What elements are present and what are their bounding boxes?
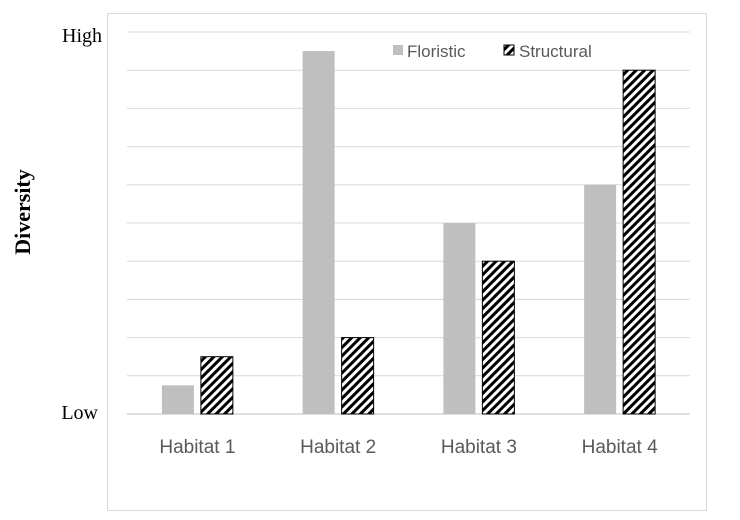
bar-structural-1 xyxy=(200,356,234,415)
y-axis-label: Diversity xyxy=(10,169,35,255)
legend: Floristic Structural xyxy=(393,42,592,61)
bar-floristic-4 xyxy=(584,184,617,414)
bar-structural-4 xyxy=(622,69,656,415)
x-tick-labels: Habitat 1 Habitat 2 Habitat 3 Habitat 4 xyxy=(159,437,658,458)
x-tick-label: Habitat 4 xyxy=(582,437,658,458)
y-tick-high: High xyxy=(62,25,102,47)
x-tick-label: Habitat 2 xyxy=(300,437,376,458)
bar-floristic-1 xyxy=(161,385,194,414)
y-tick-low: Low xyxy=(61,402,98,424)
legend-swatch-structural xyxy=(503,44,515,56)
bar-floristic-2 xyxy=(302,51,335,414)
legend-swatch-floristic xyxy=(393,45,403,55)
x-tick-label: Habitat 1 xyxy=(159,437,235,458)
bar-structural-3 xyxy=(481,260,515,415)
bars xyxy=(161,51,656,415)
chart-frame xyxy=(107,13,707,511)
bar-floristic-3 xyxy=(443,223,476,414)
bar-structural-2 xyxy=(341,337,375,415)
x-tick-label: Habitat 3 xyxy=(441,437,517,458)
legend-label-structural: Structural xyxy=(519,42,592,61)
legend-label-floristic: Floristic xyxy=(407,42,466,61)
